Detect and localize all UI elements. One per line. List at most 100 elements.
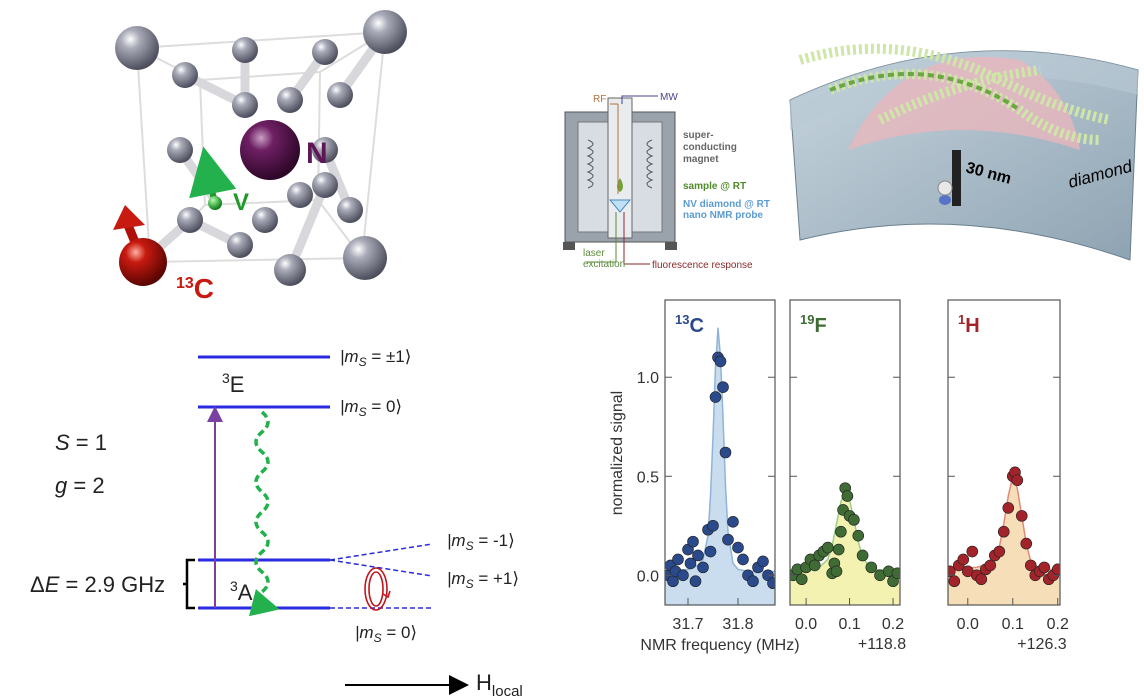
energy-levels [198, 357, 330, 608]
isotope-mass: 1 [958, 312, 965, 327]
data-point [720, 447, 731, 458]
level-label: |mS = -1⟩ [447, 531, 515, 553]
vacancy-label: V [233, 189, 249, 216]
field-label: Hlocal [476, 670, 523, 700]
laser-label: excitation [583, 259, 625, 270]
data-point [1052, 564, 1063, 575]
probe-label: nano NMR probe [683, 210, 763, 221]
data-point [985, 560, 996, 571]
data-point [994, 546, 1005, 557]
x-tick-label: 0.1 [838, 616, 860, 633]
data-point [758, 556, 769, 567]
plot-area [944, 467, 1063, 605]
data-point [949, 576, 960, 587]
x-tick-label: 0.0 [957, 616, 979, 633]
data-point [710, 392, 721, 403]
isotope-label: 13C [675, 312, 704, 337]
y-tick-label: 0.5 [637, 469, 659, 486]
param-symbol: g [55, 473, 68, 498]
level-prefix: |m [340, 397, 359, 416]
x-tick-label: 0.2 [882, 616, 904, 633]
y-tick-label: 0.0 [637, 568, 659, 585]
data-point [688, 536, 699, 547]
data-point [738, 554, 749, 565]
rf-label: RF [593, 94, 606, 105]
plot-area [788, 483, 903, 605]
x-offset: +126.3 [1017, 636, 1066, 653]
x-tick-label: 0.2 [1047, 616, 1069, 633]
data-point [857, 550, 868, 561]
data-point [853, 530, 864, 541]
nitrogen-label: N [306, 137, 328, 170]
data-point [842, 491, 853, 502]
data-point [673, 554, 684, 565]
data-point [678, 570, 689, 581]
level-prefix: |m [340, 347, 359, 366]
x-tick-label: 31.8 [722, 616, 753, 633]
level-suffix: = -1⟩ [474, 531, 515, 550]
data-point [1021, 538, 1032, 549]
carbon-mass: 13 [176, 275, 194, 292]
data-point [967, 546, 978, 557]
level-prefix: |m [355, 623, 374, 642]
spin-flip [365, 568, 390, 610]
data-point [822, 542, 833, 553]
magnet-label: conducting [683, 142, 737, 153]
data-point [728, 516, 739, 527]
isotope-mass: 13 [675, 312, 689, 327]
data-point [835, 526, 846, 537]
data-point [718, 382, 729, 393]
splitting-delta: Δ [30, 572, 45, 597]
sample-label: sample @ RT [683, 181, 746, 192]
level-label: |mS = 0⟩ [340, 397, 402, 419]
isotope-symbol: H [965, 315, 979, 337]
data-point [866, 562, 877, 573]
magnet-label: super- [683, 130, 714, 141]
level-label: |mS = +1⟩ [447, 569, 519, 591]
data-point [698, 562, 709, 573]
data-point [715, 356, 726, 367]
fluorescence-label: fluorescence response [652, 260, 753, 271]
level-sub: S [359, 355, 367, 369]
level-sub: S [466, 577, 474, 591]
data-point [892, 568, 903, 579]
data-point [693, 550, 704, 561]
level-prefix: |m [447, 531, 466, 550]
probe-label: NV diamond @ RT [683, 199, 770, 210]
level-suffix: = 0⟩ [382, 623, 417, 642]
param-label: g = 2 [55, 473, 105, 498]
decay-arrow [256, 412, 268, 606]
spectrum-panel: 0.00.10.2+118.819F [788, 300, 907, 653]
data-point [723, 534, 734, 545]
splitting-label: ΔE = 2.9 GHz [30, 572, 165, 597]
param-text: = 2 [67, 473, 104, 498]
magnet-label: magnet [683, 154, 719, 165]
data-point [690, 576, 701, 587]
fit-area [948, 476, 1060, 605]
field-sub: local [492, 683, 523, 700]
data-point [1039, 562, 1050, 573]
x-offset: +118.8 [858, 636, 906, 653]
splitting-text: = 2.9 GHz [59, 572, 165, 597]
data-point [708, 520, 719, 531]
data-point [796, 574, 807, 585]
setup-schematic [563, 96, 677, 264]
data-point [705, 546, 716, 557]
level-label: |mS = 0⟩ [355, 623, 417, 645]
atoms [113, 10, 407, 286]
y-axis-label: normalized signal [609, 391, 626, 516]
isotope-label: 1H [958, 312, 980, 337]
data-point [1012, 475, 1023, 486]
data-point [833, 544, 844, 555]
nmr-spectra: 0.00.51.031.731.813C0.00.10.2+118.819F0.… [609, 300, 1069, 654]
data-point [1003, 502, 1014, 513]
level-suffix: = ±1⟩ [367, 347, 412, 366]
data-point [998, 526, 1009, 537]
level-suffix: = 0⟩ [367, 397, 402, 416]
data-point [976, 574, 987, 585]
data-point [748, 576, 759, 587]
data-point [848, 514, 859, 525]
mw-label: MW [660, 92, 678, 103]
term-label: 3A [230, 578, 253, 605]
